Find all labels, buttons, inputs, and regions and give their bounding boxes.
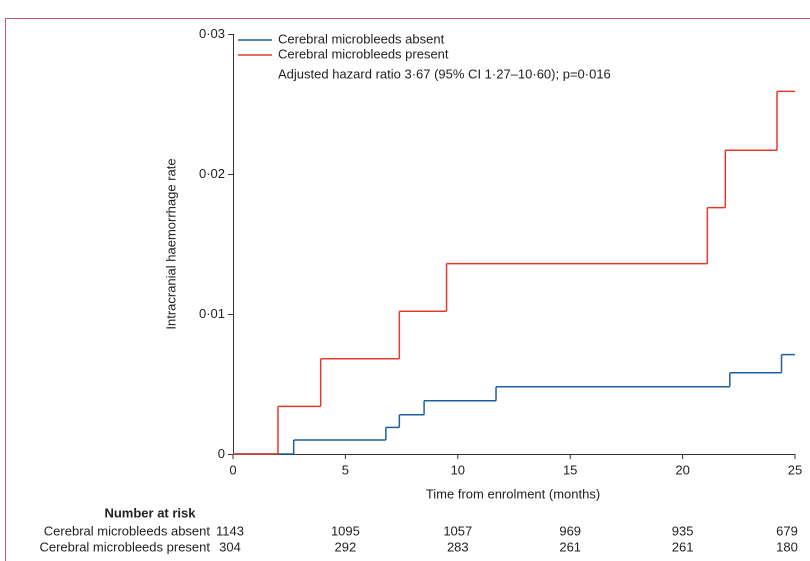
y-tick-label: 0·02 [199,166,225,181]
risk-value: 969 [559,523,581,538]
x-tick-label: 10 [451,462,465,477]
risk-value: 283 [447,539,469,554]
x-tick-label: 25 [788,462,802,477]
y-tick-label: 0·03 [199,26,225,41]
y-tick-label: 0·01 [199,306,225,321]
risk-table-title: Number at risk [104,505,196,520]
risk-value: 679 [776,523,798,538]
y-tick-label: 0 [218,446,225,461]
risk-value: 304 [219,539,241,554]
x-tick-label: 0 [229,462,236,477]
risk-value: 292 [335,539,357,554]
risk-value: 1057 [443,523,472,538]
x-axis-label: Time from enrolment (months) [426,486,600,501]
risk-value: 180 [776,539,798,554]
risk-value: 261 [672,539,694,554]
x-tick-label: 5 [342,462,349,477]
annotation: Adjusted hazard ratio 3·67 (95% CI 1·27–… [278,66,611,81]
risk-value: 935 [672,523,694,538]
legend-label: Cerebral microbleeds present [278,46,449,61]
x-tick-label: 15 [563,462,577,477]
risk-row-label: Cerebral microbleeds absent [44,523,211,538]
risk-value: 261 [559,539,581,554]
legend-label: Cerebral microbleeds absent [278,31,445,46]
risk-row-label: Cerebral microbleeds present [39,539,210,554]
y-axis-label: Intracranial haemorrhage rate [163,158,178,329]
x-tick-label: 20 [675,462,689,477]
risk-value: 1143 [216,523,244,538]
risk-value: 1095 [331,523,360,538]
